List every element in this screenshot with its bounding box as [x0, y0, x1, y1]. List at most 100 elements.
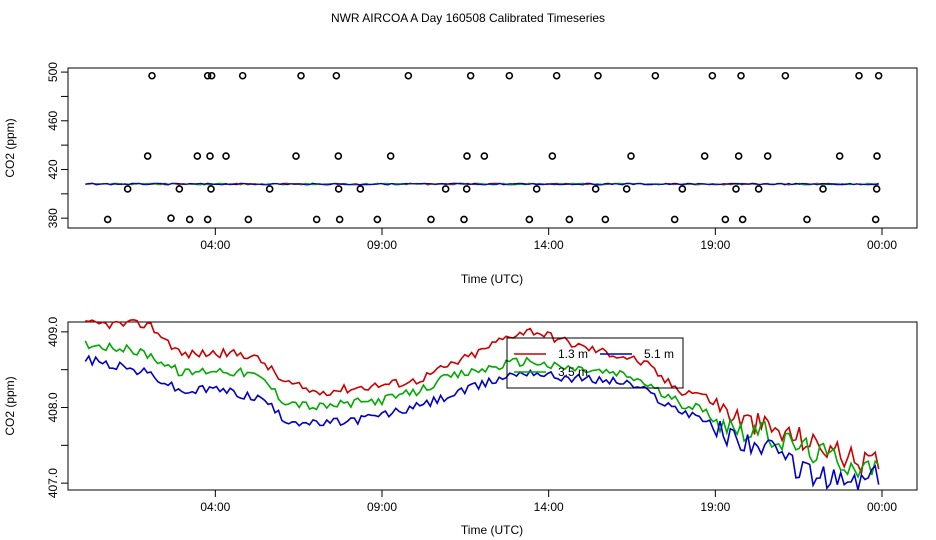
data-point [441, 185, 450, 193]
data-point [763, 152, 772, 160]
data-marks [85, 71, 883, 224]
data-point [334, 185, 343, 193]
data-point [123, 185, 132, 193]
data-point [505, 71, 514, 80]
data-point [185, 215, 194, 224]
data-point [207, 71, 216, 80]
data-point [872, 185, 881, 193]
series-line [85, 318, 880, 476]
data-point [601, 215, 610, 224]
data-point [594, 71, 602, 80]
plot-frame [67, 67, 918, 229]
data-point [466, 71, 475, 80]
x-tick-label: 00:00 [867, 238, 897, 252]
data-point [721, 215, 730, 224]
y-tick-label: 500 [46, 62, 60, 82]
axes: 04:00 09:00 14:00 19:00 00:00 380 420 460 500 [46, 62, 897, 252]
data-point [312, 215, 321, 224]
data-point [460, 215, 468, 224]
data-point [627, 152, 635, 160]
series-line [85, 182, 879, 186]
data-point [873, 152, 881, 160]
data-point [532, 185, 541, 193]
data-point [651, 71, 660, 80]
data-point [734, 152, 743, 160]
data-point [427, 215, 435, 224]
data-point [203, 215, 212, 224]
x-tick-label: 09:00 [367, 500, 397, 514]
data-point [193, 152, 202, 160]
x-tick-label: 04:00 [200, 500, 230, 514]
data-point [386, 152, 395, 160]
x-tick-label: 19:00 [700, 500, 730, 514]
legend-label: 3.5 m [558, 365, 588, 379]
data-point [462, 185, 471, 193]
data-point [222, 152, 230, 160]
y-axis-label: CO2 (ppm) [3, 118, 17, 177]
data-point [148, 71, 156, 80]
data-point [203, 71, 212, 80]
data-point [207, 185, 215, 193]
data-point [356, 185, 365, 193]
data-point [238, 71, 247, 80]
y-tick-label: 380 [46, 208, 60, 228]
line-panel: 04:00 09:00 14:00 19:00 00:00 407.0 408.0 409.0… [3, 317, 918, 537]
data-point [622, 185, 631, 193]
data-point [143, 152, 152, 160]
data-point [175, 185, 184, 193]
data-point [297, 71, 305, 80]
data-point [738, 215, 747, 224]
data-point [373, 215, 382, 224]
scatter-panel: 04:00 09:00 14:00 19:00 00:00 380 420 460 500 Ti… [3, 62, 918, 286]
data-point [565, 215, 574, 224]
y-tick-label: 460 [46, 110, 60, 130]
data-point [335, 215, 344, 224]
legend-label: 1.3 m [558, 347, 588, 361]
series-line [84, 354, 880, 491]
y-axis-label: CO2 (ppm) [3, 376, 17, 435]
x-tick-label: 00:00 [867, 500, 897, 514]
axes: 04:00 09:00 14:00 19:00 00:00 407.0 408.0 409.0 [46, 317, 897, 514]
data-point [835, 152, 844, 160]
data-point [737, 71, 745, 80]
data-point [708, 71, 717, 80]
data-point [754, 185, 763, 193]
data-point [871, 215, 880, 224]
data-point [525, 215, 534, 224]
data-point [803, 215, 811, 224]
data-point [244, 215, 253, 224]
x-tick-label: 14:00 [534, 500, 564, 514]
data-point [874, 71, 883, 80]
data-point [700, 152, 709, 160]
data-point [670, 215, 679, 224]
legend-label: 5.1 m [644, 347, 674, 361]
data-marks [84, 318, 880, 491]
data-point [678, 185, 687, 193]
series-line [84, 340, 880, 479]
data-point [591, 185, 600, 193]
data-point [732, 185, 740, 193]
data-point [480, 152, 489, 160]
legend-box [506, 337, 684, 389]
x-tick-label: 04:00 [200, 238, 230, 252]
y-tick-label: 408.0 [46, 392, 60, 422]
x-axis-label: Time (UTC) [461, 272, 523, 286]
legend: 1.3 m 5.1 m 3.5 m [506, 337, 684, 389]
data-point [332, 71, 341, 80]
x-tick-label: 09:00 [367, 238, 397, 252]
y-tick-label: 409.0 [46, 317, 60, 347]
data-point [265, 185, 274, 193]
y-tick-label: 407.0 [46, 468, 60, 498]
data-point [781, 71, 790, 80]
data-point [552, 71, 561, 80]
x-tick-label: 19:00 [700, 238, 730, 252]
x-tick-label: 14:00 [534, 238, 564, 252]
plot-frame [67, 321, 918, 491]
y-tick-label: 420 [46, 159, 60, 179]
data-point [548, 152, 557, 160]
data-point [167, 214, 175, 222]
data-point [404, 71, 413, 80]
figure-title: NWR AIRCOA A Day 160508 Calibrated Times… [331, 11, 605, 25]
data-point [103, 215, 112, 224]
